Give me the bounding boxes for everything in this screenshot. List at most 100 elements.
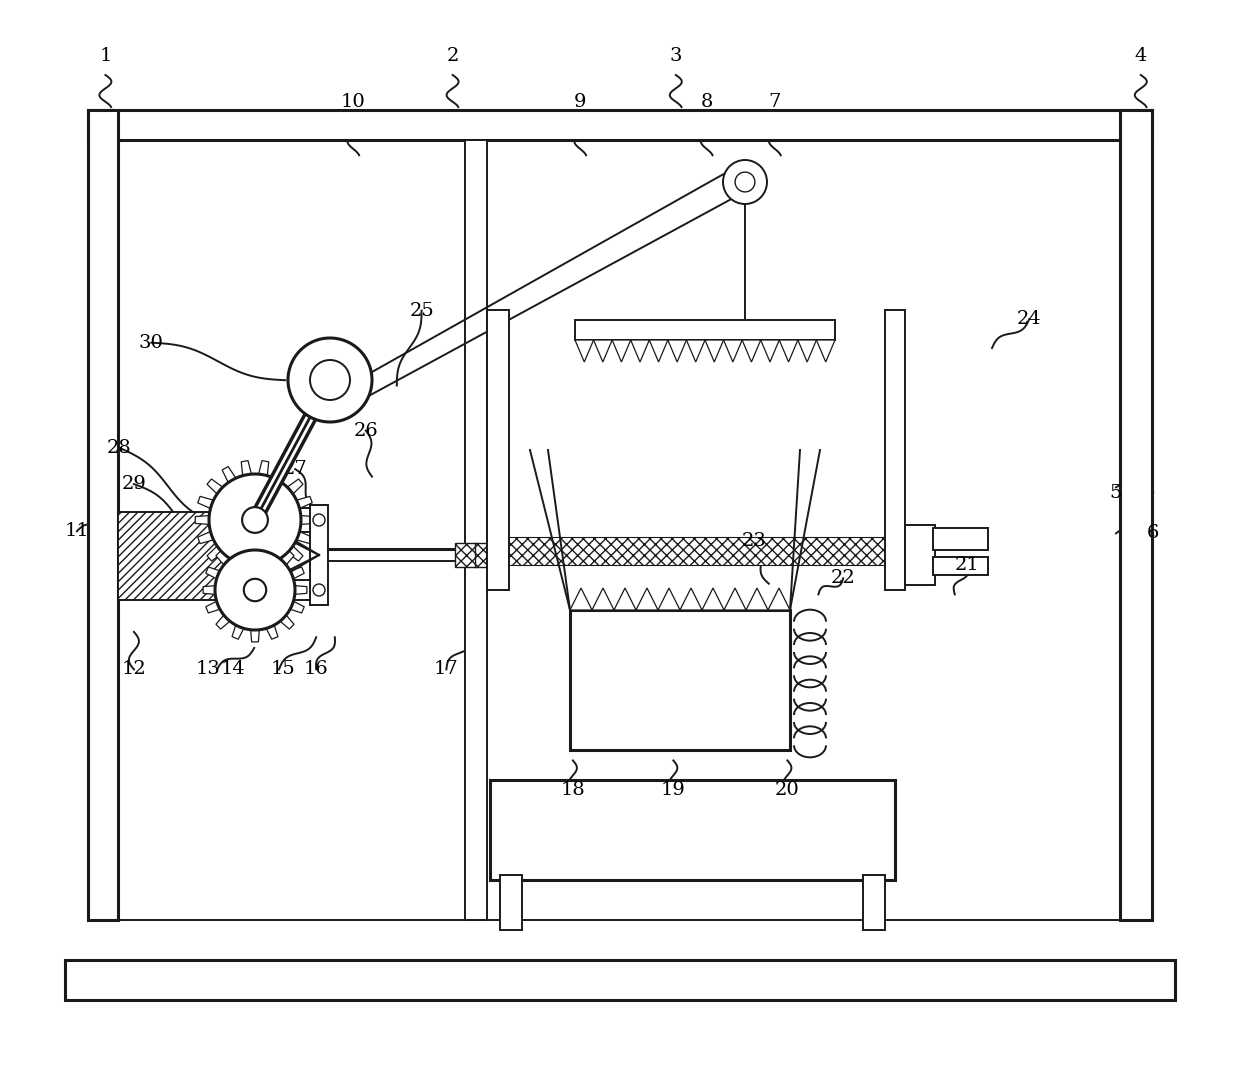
Polygon shape bbox=[222, 467, 236, 483]
Circle shape bbox=[242, 508, 268, 533]
Polygon shape bbox=[746, 588, 768, 610]
Polygon shape bbox=[290, 601, 304, 613]
Text: 12: 12 bbox=[122, 661, 146, 678]
Polygon shape bbox=[259, 461, 269, 476]
Text: 3: 3 bbox=[670, 47, 682, 64]
Text: 17: 17 bbox=[434, 661, 459, 678]
Polygon shape bbox=[636, 588, 658, 610]
Bar bbox=[455, 543, 477, 567]
Text: 2: 2 bbox=[446, 47, 459, 64]
Polygon shape bbox=[242, 564, 252, 579]
Polygon shape bbox=[242, 461, 252, 476]
Polygon shape bbox=[216, 615, 229, 629]
Bar bbox=[475, 543, 497, 567]
Bar bbox=[490, 780, 895, 880]
Polygon shape bbox=[206, 567, 219, 578]
Polygon shape bbox=[267, 625, 278, 639]
Polygon shape bbox=[650, 340, 668, 362]
Polygon shape bbox=[760, 340, 779, 362]
Polygon shape bbox=[687, 340, 706, 362]
Polygon shape bbox=[207, 479, 223, 494]
Polygon shape bbox=[575, 340, 594, 362]
Text: 30: 30 bbox=[139, 334, 164, 351]
Polygon shape bbox=[280, 615, 294, 629]
Polygon shape bbox=[779, 340, 797, 362]
Text: 28: 28 bbox=[107, 439, 131, 456]
Polygon shape bbox=[250, 538, 259, 550]
Bar bbox=[118, 140, 1120, 920]
Circle shape bbox=[210, 474, 301, 565]
Polygon shape bbox=[274, 467, 288, 483]
Polygon shape bbox=[816, 340, 835, 362]
Polygon shape bbox=[797, 340, 816, 362]
Polygon shape bbox=[216, 550, 229, 564]
Text: 14: 14 bbox=[221, 661, 246, 678]
Text: 19: 19 bbox=[661, 782, 686, 799]
Polygon shape bbox=[631, 340, 650, 362]
Bar bbox=[1120, 110, 1152, 920]
Bar bbox=[118, 512, 226, 600]
Polygon shape bbox=[680, 588, 702, 610]
Polygon shape bbox=[195, 515, 210, 525]
Polygon shape bbox=[290, 567, 304, 578]
Polygon shape bbox=[702, 588, 724, 610]
Bar bbox=[487, 310, 508, 590]
Text: 20: 20 bbox=[775, 782, 800, 799]
Text: 8: 8 bbox=[701, 93, 713, 110]
Polygon shape bbox=[614, 588, 636, 610]
Text: 6: 6 bbox=[1147, 525, 1159, 542]
Circle shape bbox=[215, 550, 295, 630]
Polygon shape bbox=[250, 630, 259, 642]
Text: 24: 24 bbox=[1017, 311, 1042, 328]
Bar bbox=[905, 525, 935, 585]
Circle shape bbox=[244, 578, 267, 601]
Text: 29: 29 bbox=[122, 476, 146, 493]
Text: 4: 4 bbox=[1135, 47, 1147, 64]
Text: 5: 5 bbox=[1110, 484, 1122, 501]
Circle shape bbox=[723, 160, 768, 203]
Text: 26: 26 bbox=[353, 422, 378, 439]
Bar bbox=[885, 310, 905, 590]
Polygon shape bbox=[259, 564, 269, 579]
Text: 25: 25 bbox=[409, 302, 434, 319]
Polygon shape bbox=[301, 515, 315, 525]
Polygon shape bbox=[207, 546, 223, 561]
Polygon shape bbox=[594, 340, 613, 362]
Bar bbox=[465, 140, 487, 920]
Polygon shape bbox=[613, 340, 631, 362]
Polygon shape bbox=[206, 601, 219, 613]
Text: 27: 27 bbox=[283, 461, 308, 478]
Polygon shape bbox=[295, 586, 306, 594]
Bar bbox=[310, 506, 329, 605]
Text: 9: 9 bbox=[574, 93, 587, 110]
Bar bbox=[932, 528, 988, 550]
Polygon shape bbox=[288, 479, 303, 494]
Polygon shape bbox=[743, 340, 760, 362]
Text: 11: 11 bbox=[64, 523, 89, 540]
Polygon shape bbox=[280, 550, 294, 564]
Polygon shape bbox=[232, 625, 244, 639]
Polygon shape bbox=[724, 588, 746, 610]
Bar bbox=[575, 320, 835, 340]
Bar bbox=[500, 875, 522, 930]
Polygon shape bbox=[706, 340, 724, 362]
Polygon shape bbox=[232, 541, 244, 555]
Polygon shape bbox=[288, 546, 303, 561]
Circle shape bbox=[735, 172, 755, 192]
Polygon shape bbox=[768, 588, 790, 610]
Text: 10: 10 bbox=[341, 93, 366, 110]
Polygon shape bbox=[570, 588, 591, 610]
Text: 7: 7 bbox=[769, 93, 781, 110]
Text: 1: 1 bbox=[99, 47, 112, 64]
Bar bbox=[932, 557, 988, 575]
Polygon shape bbox=[296, 496, 312, 509]
Bar bbox=[64, 960, 1176, 1000]
Text: 13: 13 bbox=[196, 661, 221, 678]
Text: 21: 21 bbox=[955, 557, 980, 574]
Circle shape bbox=[310, 360, 350, 399]
Text: 23: 23 bbox=[742, 532, 766, 549]
Polygon shape bbox=[197, 496, 213, 509]
Text: 16: 16 bbox=[304, 661, 329, 678]
Text: 15: 15 bbox=[270, 661, 295, 678]
Bar bbox=[88, 110, 118, 920]
